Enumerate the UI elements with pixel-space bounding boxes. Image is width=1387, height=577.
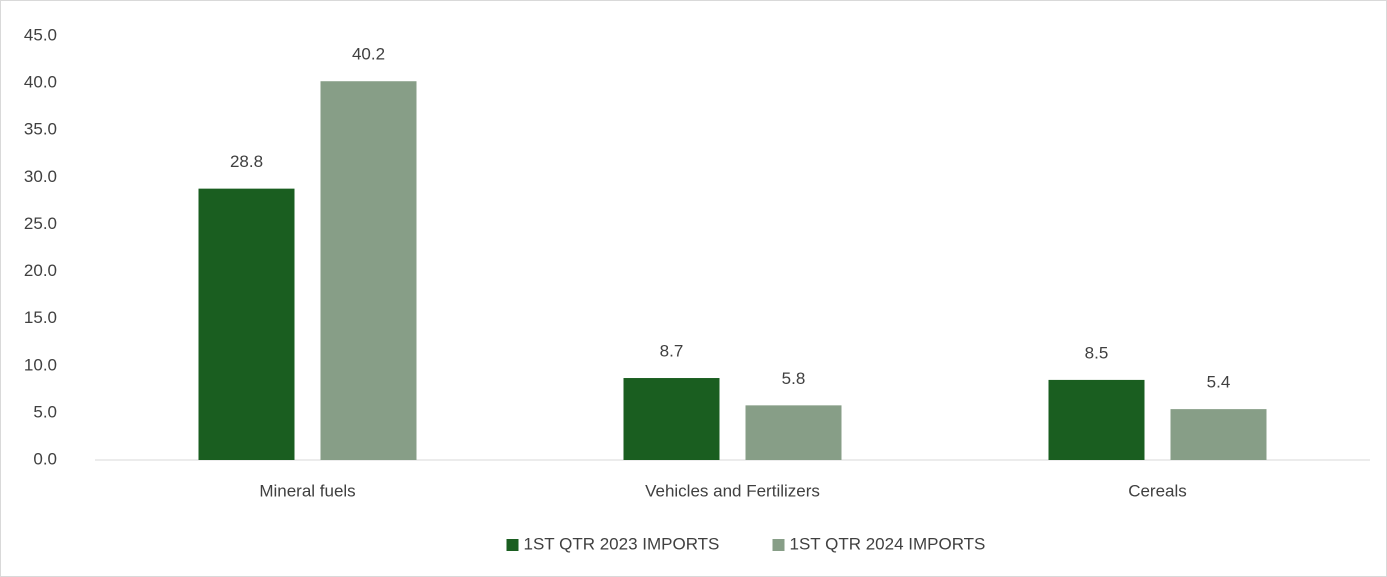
data-label: 28.8 [230, 152, 263, 171]
bar [745, 405, 842, 460]
y-tick-label: 0.0 [33, 449, 57, 468]
bar [623, 378, 720, 460]
data-label: 40.2 [352, 45, 385, 64]
data-label: 8.7 [660, 342, 684, 361]
y-tick-label: 25.0 [24, 214, 57, 233]
y-tick-label: 5.0 [33, 402, 57, 421]
legend-label: 1ST QTR 2024 IMPORTS [790, 534, 986, 553]
bar [320, 81, 417, 460]
legend-swatch [772, 539, 785, 551]
y-tick-label: 20.0 [24, 261, 57, 280]
x-tick-label: Cereals [1128, 481, 1187, 500]
y-tick-label: 15.0 [24, 308, 57, 327]
y-tick-label: 40.0 [24, 73, 57, 92]
bar [198, 188, 295, 460]
y-tick-label: 35.0 [24, 120, 57, 139]
data-label: 8.5 [1085, 343, 1109, 362]
y-tick-label: 30.0 [24, 167, 57, 186]
y-tick-label: 10.0 [24, 355, 57, 374]
bar [1170, 409, 1267, 460]
legend-swatch [506, 539, 519, 551]
x-tick-label: Mineral fuels [259, 481, 355, 500]
data-label: 5.4 [1207, 373, 1231, 392]
data-label: 5.8 [782, 369, 806, 388]
y-tick-label: 45.0 [24, 25, 57, 44]
bar [1048, 379, 1145, 460]
x-tick-label: Vehicles and Fertilizers [645, 481, 820, 500]
legend-label: 1ST QTR 2023 IMPORTS [524, 534, 720, 553]
